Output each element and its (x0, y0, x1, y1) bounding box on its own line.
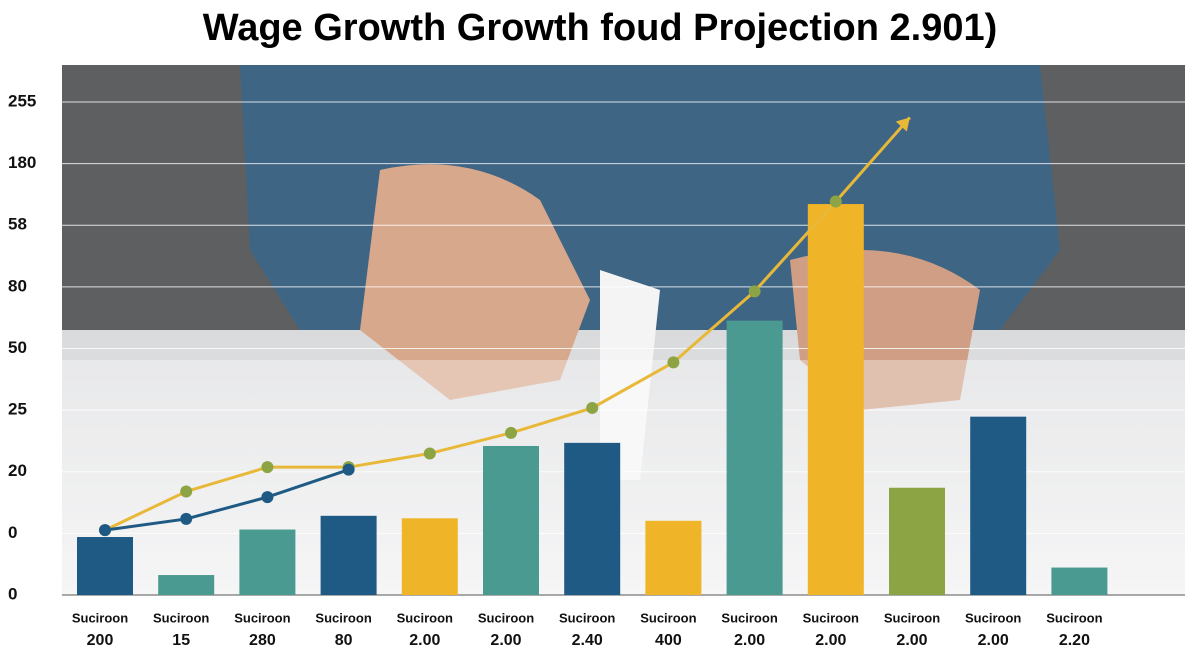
line-point (180, 485, 193, 498)
bar (1051, 567, 1108, 595)
x-tick-label: Suciroon (234, 610, 290, 625)
x-tick-label: Suciroon (884, 610, 940, 625)
x-tick-sublabel: 80 (335, 632, 353, 649)
arrow-head (895, 117, 910, 132)
x-tick-label: Suciroon (721, 610, 777, 625)
bar (807, 204, 864, 595)
line-point (342, 463, 355, 476)
chart-title: Wage Growth Growth foud Projection 2.901… (203, 7, 998, 49)
bar (77, 537, 133, 595)
x-tick-sublabel: 15 (172, 632, 190, 649)
y-tick-label: 58 (8, 215, 27, 234)
line-point (505, 426, 517, 439)
x-tick-label: Suciroon (1046, 610, 1102, 625)
x-tick-sublabel: 2.00 (734, 632, 765, 649)
x-tick-label: Suciroon (153, 610, 209, 625)
line-point (261, 491, 274, 504)
x-tick-sublabel: 2.00 (409, 632, 440, 649)
bar (239, 529, 296, 595)
bar (401, 518, 458, 595)
bar (320, 515, 377, 595)
x-tick-label: Suciroon (640, 610, 696, 625)
line-point (667, 356, 680, 369)
x-tick-sublabel: 400 (655, 632, 682, 649)
x-tick-sublabel: 2.40 (572, 632, 603, 649)
x-tick-label: Suciroon (478, 610, 534, 625)
x-tick-sublabel: 2.00 (490, 632, 521, 649)
bar (726, 320, 783, 595)
y-tick-label: 0 (8, 584, 17, 603)
bar (645, 520, 702, 595)
x-tick-label: Suciroon (559, 610, 615, 625)
y-tick-label: 25 (8, 400, 27, 419)
line-point (423, 447, 436, 460)
x-tick-label: Suciroon (397, 610, 453, 625)
line-point (748, 285, 761, 298)
bar (889, 487, 945, 595)
y-tick-label: 80 (8, 276, 27, 295)
x-tick-label: Suciroon (315, 610, 371, 625)
line-point (261, 461, 274, 474)
y-tick-label: 180 (8, 153, 36, 172)
line-point (180, 512, 193, 525)
y-tick-label: 0 (8, 523, 17, 542)
bar (564, 442, 621, 595)
x-tick-label: Suciroon (803, 610, 859, 625)
y-tick-label: 20 (8, 461, 27, 480)
bar (158, 575, 215, 595)
line-point (829, 195, 842, 208)
x-tick-sublabel: 2.00 (815, 632, 846, 649)
trend-arrow (834, 116, 911, 203)
line-point (99, 524, 111, 537)
x-tick-sublabel: 2.20 (1059, 632, 1090, 649)
y-tick-label: 255 (8, 91, 36, 110)
bar (483, 445, 539, 595)
x-tick-label: Suciroon (965, 610, 1021, 625)
bar (970, 416, 1027, 595)
trend-line (104, 200, 837, 532)
line-point (586, 401, 599, 414)
x-tick-label: Suciroon (72, 610, 128, 625)
x-tick-sublabel: 280 (249, 632, 276, 649)
y-tick-label: 50 (8, 338, 27, 357)
x-tick-sublabel: 2.00 (978, 632, 1009, 649)
x-tick-sublabel: 2.00 (896, 632, 927, 649)
x-tick-sublabel: 200 (87, 632, 114, 649)
trend-line (104, 468, 350, 532)
